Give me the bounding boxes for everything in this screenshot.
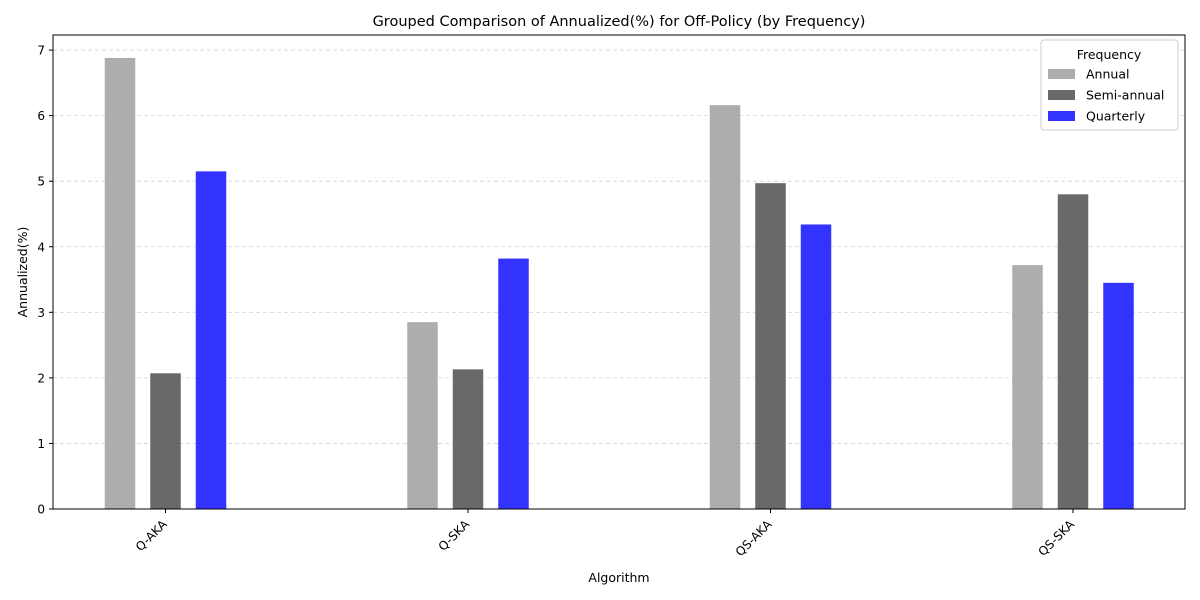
y-tick-label: 0	[37, 503, 45, 517]
bar-quarterly-q-aka	[195, 171, 227, 509]
legend-label: Quarterly	[1086, 109, 1146, 124]
legend-label: Annual	[1086, 67, 1129, 82]
bar-annual-qs-ska	[1012, 265, 1043, 509]
bars	[104, 57, 1134, 510]
x-axis-title: Algorithm	[588, 570, 649, 585]
x-tick-label: QS-AKA	[733, 517, 775, 559]
legend-items: Annual Semi-annual Quarterly	[1048, 67, 1164, 124]
x-tick-label: Q-SKA	[436, 517, 473, 554]
legend-box	[1040, 39, 1179, 131]
chart-title: Grouped Comparison of Annualized(%) for …	[373, 14, 866, 30]
legend-swatch	[1048, 111, 1075, 121]
bar-quarterly-qs-ska	[1103, 282, 1134, 509]
legend-swatch	[1048, 69, 1075, 79]
x-axis: Q-AKA Q-SKA QS-AKA QS-SKA	[133, 509, 1078, 559]
x-tick-label: Q-AKA	[133, 517, 170, 554]
bar-annual-q-ska	[407, 322, 438, 509]
legend-label: Semi-annual	[1086, 88, 1164, 103]
y-tick-label: 4	[37, 240, 45, 254]
y-tick-label: 5	[37, 175, 45, 189]
plot-frame	[52, 34, 1186, 510]
bar-quarterly-q-ska	[498, 258, 529, 509]
y-tick-label: 7	[37, 44, 45, 58]
y-tick-label: 1	[37, 437, 45, 451]
bar-semi-annual-q-ska	[452, 369, 484, 509]
y-tick-label: 3	[37, 306, 45, 320]
bar-semi-annual-qs-ska	[1057, 194, 1089, 509]
bar-annual-q-aka	[104, 57, 136, 510]
x-tick-label: QS-SKA	[1035, 517, 1077, 559]
legend: Frequency Annual Semi-annual Quarterly	[1040, 39, 1179, 131]
legend-swatch	[1048, 90, 1075, 100]
y-tick-label: 6	[37, 109, 45, 123]
bar-semi-annual-q-aka	[150, 373, 181, 509]
y-axis: 0 1 2 3 4 5 6 7	[37, 44, 53, 517]
bar-annual-qs-aka	[709, 105, 741, 509]
bar-semi-annual-qs-aka	[755, 183, 786, 510]
bar-quarterly-qs-aka	[800, 224, 832, 509]
y-axis-title: Annualized(%)	[15, 227, 30, 318]
legend-title: Frequency	[1077, 47, 1142, 62]
y-tick-label: 2	[37, 371, 45, 385]
